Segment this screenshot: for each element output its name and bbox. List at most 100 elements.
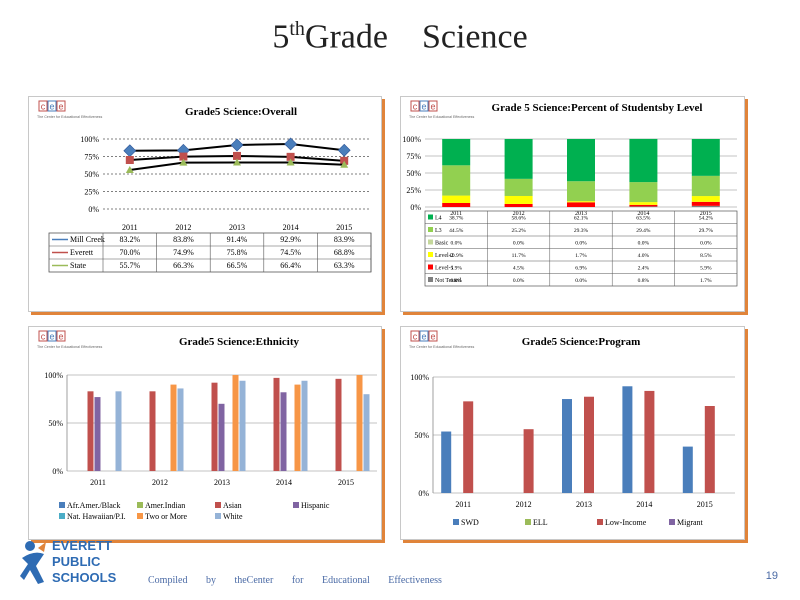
- legend-label: State: [70, 261, 86, 270]
- legend-swatch: [428, 277, 433, 282]
- logo-letter: e: [58, 102, 63, 112]
- data-point: [340, 160, 349, 168]
- district-name-line3: SCHOOLS: [52, 570, 117, 585]
- data-point: [125, 156, 134, 164]
- data-label: 63.5%: [636, 216, 651, 222]
- logo-letter: e: [421, 102, 426, 112]
- logo-figure-body: [20, 552, 44, 584]
- bar-low-income: [644, 390, 655, 493]
- chart-title: Grade5 Science:Ethnicity: [179, 336, 300, 348]
- stacked-bar-segment: [691, 196, 720, 202]
- bar-swd: [441, 431, 452, 493]
- stacked-bar-segment: [691, 205, 720, 207]
- legend-label: Not Tested: [435, 278, 461, 284]
- x-tick-label: 2014: [276, 478, 292, 487]
- legend-swatch: [428, 227, 433, 232]
- stacked-bar-segment: [504, 195, 533, 204]
- level-chart-panel: c e e The Center for Educational Effectiven…: [400, 96, 745, 312]
- legend-label: Amer.Indian: [145, 501, 185, 510]
- data-point: [125, 166, 134, 174]
- footer-credit: Compiled by theCenter for Educational Ef…: [148, 575, 442, 586]
- bar-two-or-more: [170, 384, 177, 471]
- data-label: 63.3%: [334, 261, 355, 270]
- data-label: 68.8%: [334, 248, 355, 257]
- stacked-bar-segment: [567, 202, 595, 207]
- data-label: 5.9%: [450, 266, 462, 272]
- bar-swd: [622, 386, 633, 493]
- legend-label: Asian: [223, 501, 242, 510]
- x-tick-label: 2013: [575, 211, 587, 217]
- data-point: [233, 151, 241, 160]
- overall-chart-panel: c e e The Center for Educational Effectiven…: [28, 96, 382, 312]
- y-tick-label: 50%: [414, 431, 429, 440]
- bar-white: [363, 394, 370, 471]
- data-label: 0.0%: [513, 278, 525, 284]
- legend-label: White: [223, 512, 243, 521]
- stacked-bar-segment: [442, 202, 471, 207]
- logo-box: [419, 100, 429, 112]
- slide-title: 5thGrade Science: [0, 18, 800, 56]
- data-label: 70.0%: [119, 248, 140, 257]
- data-label: 0.0%: [450, 278, 462, 284]
- logo-box: [38, 100, 48, 112]
- stacked-bar-segment: [442, 139, 471, 166]
- logo-caption: The Center for Educational Effectiveness: [409, 345, 474, 349]
- data-label: 2.4%: [638, 266, 650, 272]
- x-tick-label: 2015: [336, 223, 352, 232]
- stacked-bar-segment: [442, 165, 471, 196]
- data-label: 0.0%: [700, 241, 712, 247]
- bar-white: [239, 380, 246, 471]
- x-tick-label: 2014: [636, 500, 652, 509]
- data-label: 29.7%: [699, 228, 714, 234]
- stacked-bar-segment: [691, 175, 720, 197]
- y-tick-label: 100%: [402, 135, 421, 144]
- legend-swatch: [428, 264, 433, 270]
- legend-swatch: [215, 513, 221, 519]
- x-tick-label: 2014: [283, 223, 299, 232]
- logo-box: [56, 330, 66, 342]
- data-label: 29.3%: [574, 228, 589, 234]
- logo-box: [38, 330, 48, 342]
- logo-box: [47, 330, 57, 342]
- stacked-bar-segment: [567, 201, 595, 203]
- bar-asian: [149, 391, 156, 471]
- stacked-bar-segment: [504, 178, 533, 196]
- y-tick-label: 100%: [44, 371, 63, 380]
- logo-letter: e: [430, 102, 435, 112]
- logo-letter: e: [421, 332, 426, 342]
- x-tick-label: 2013: [214, 478, 230, 487]
- stacked-bar-segment: [629, 204, 658, 207]
- legend-swatch: [59, 502, 65, 508]
- data-label: 0.0%: [575, 241, 587, 247]
- y-tick-label: 0%: [52, 467, 63, 476]
- bar-low-income: [523, 429, 534, 493]
- legend-label: Level-2: [435, 253, 454, 259]
- x-tick-label: 2014: [637, 211, 649, 217]
- x-tick-label: 2015: [700, 211, 712, 217]
- logo-letter: c: [413, 102, 418, 112]
- legend-swatch: [215, 502, 221, 508]
- title-number: 5: [272, 18, 290, 56]
- bar-asian: [211, 382, 218, 471]
- data-point: [233, 158, 241, 166]
- logo-caption: The Center for Educational Effectiveness: [37, 115, 102, 119]
- y-tick-label: 75%: [84, 153, 99, 162]
- logo-box: [428, 330, 438, 342]
- legend-label: Level-1: [435, 266, 454, 272]
- data-label: 44.5%: [449, 228, 464, 234]
- logo-box: [410, 100, 420, 112]
- legend-swatch: [428, 252, 433, 257]
- bar-asian: [87, 391, 94, 471]
- program-chart-panel: c e e The Center for Educational Effectiven…: [400, 326, 745, 540]
- data-label: 75.8%: [227, 248, 248, 257]
- legend-swatch: [137, 502, 143, 508]
- data-label: 4.5%: [513, 266, 525, 272]
- data-label: 83.9%: [334, 235, 355, 244]
- district-logo: EVERETT PUBLIC SCHOOLS: [20, 538, 117, 585]
- x-tick-label: 2012: [513, 211, 525, 217]
- y-tick-label: 0%: [88, 205, 99, 214]
- district-name-line2: PUBLIC: [52, 554, 101, 569]
- x-tick-label: 2013: [576, 500, 592, 509]
